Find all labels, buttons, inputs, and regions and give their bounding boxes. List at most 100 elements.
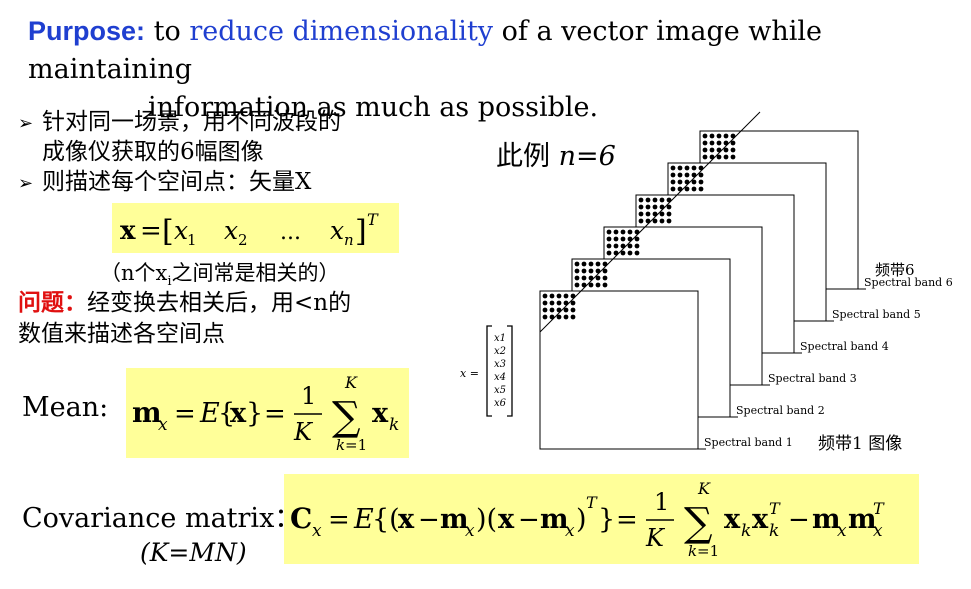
svg-text:∑: ∑: [684, 500, 713, 546]
pixel-dot: [684, 172, 690, 178]
svg-text:x: x: [873, 521, 883, 541]
svg-text:x: x: [565, 521, 575, 541]
pixel-dot: [602, 268, 608, 274]
pixel-dot: [698, 179, 704, 185]
bullet-2: ➢ 则描述每个空间点：矢量X: [18, 168, 311, 198]
pixel-dot: [677, 179, 683, 185]
pixel-dot: [613, 236, 619, 242]
svg-text:x: x: [312, 521, 322, 541]
band6-chinese-label: 频带6: [875, 261, 915, 279]
pixel-dot: [595, 282, 601, 288]
vector-bracket-left: [486, 325, 492, 417]
vector-entry: x3: [494, 359, 506, 370]
svg-text:=1: =1: [697, 542, 719, 560]
vector-bracket-right: [507, 325, 513, 417]
problem-label: 问题：: [18, 289, 87, 316]
pixel-dot: [723, 147, 729, 153]
pixel-dot: [684, 186, 690, 192]
pixel-dot: [677, 165, 683, 171]
pixel-dot: [581, 261, 587, 267]
svg-text:k: k: [389, 415, 399, 435]
arrow-bullet-icon: ➢: [18, 113, 34, 134]
pixel-dot: [627, 250, 633, 256]
pixel-dot: [652, 197, 658, 203]
pixel-dot: [627, 229, 633, 235]
svg-text:{: {: [218, 398, 235, 429]
pixel-dot: [652, 204, 658, 210]
pixel-dot: [620, 229, 626, 235]
pixel-dot: [606, 229, 612, 235]
pixel-dot: [606, 250, 612, 256]
vector-entry: x4: [494, 372, 506, 383]
pixel-dot: [645, 211, 651, 217]
svg-text:T: T: [873, 499, 885, 518]
svg-text:k: k: [741, 521, 751, 541]
svg-text:x: x: [224, 216, 238, 245]
svg-text:E: E: [199, 398, 220, 429]
pixel-dot: [627, 243, 633, 249]
vector-entry: x5: [494, 385, 506, 396]
purpose-highlight: reduce dimensionality: [189, 16, 494, 47]
pixel-dot: [677, 172, 683, 178]
svg-text:]: ]: [355, 214, 367, 249]
pixel-dot: [574, 268, 580, 274]
vector-equation: x = [ x 1 x 2 ... x n ] T: [120, 210, 379, 249]
svg-text:T: T: [367, 210, 379, 229]
svg-text:x: x: [837, 521, 847, 541]
svg-text:E: E: [353, 504, 374, 535]
svg-text:1: 1: [654, 488, 669, 516]
pixel-dot: [634, 243, 640, 249]
svg-text:=: =: [264, 399, 286, 429]
purpose-line2: information as much as possible.: [148, 92, 599, 123]
pixel-dot: [613, 229, 619, 235]
pixel-dot: [574, 261, 580, 267]
example-label: 此例 n=6: [496, 141, 616, 172]
svg-text:=: =: [616, 505, 638, 535]
pixel-dot: [563, 307, 569, 313]
pixel-dot: [588, 268, 594, 274]
pixel-dot: [606, 243, 612, 249]
pixel-dot: [613, 243, 619, 249]
pixel-dot: [556, 300, 562, 306]
svg-text:=: =: [174, 399, 196, 429]
purpose-text-before: to: [145, 16, 190, 47]
svg-text:=1: =1: [345, 436, 367, 454]
pixel-dot: [684, 165, 690, 171]
band-image-frame: [539, 290, 699, 450]
svg-text:m: m: [848, 504, 877, 535]
pixel-dot: [670, 165, 676, 171]
pixel-dot: [702, 133, 708, 139]
pixel-dot: [581, 268, 587, 274]
pixel-dot: [730, 140, 736, 146]
pixel-dot: [542, 300, 548, 306]
pixel-dot: [702, 154, 708, 160]
pixel-dot: [620, 236, 626, 242]
pixel-dot: [702, 140, 708, 146]
pixel-dot: [730, 147, 736, 153]
pixel-dot: [606, 236, 612, 242]
svg-text:x: x: [174, 216, 188, 245]
spectral-bands-diagram: Spectral band 6 Spectral band 5 Spectral b…: [460, 111, 953, 454]
svg-text:2: 2: [238, 231, 248, 249]
purpose-text-after: of a vector image while maintaining: [28, 16, 823, 85]
svg-text:−: −: [418, 505, 440, 535]
svg-text:x: x: [398, 504, 415, 535]
pixel-dot: [588, 282, 594, 288]
pixel-dot: [570, 300, 576, 306]
pixel-dot: [723, 154, 729, 160]
pixel-dot: [634, 236, 640, 242]
svg-text:x: x: [230, 398, 247, 429]
svg-text:1: 1: [301, 382, 316, 410]
pixel-dot: [595, 261, 601, 267]
band-label: Spectral band 1: [704, 436, 793, 449]
svg-text:=: =: [140, 216, 162, 246]
bullet-1: ➢ 针对同一场景，用不同波段的 成像仪获取的6幅图像: [18, 108, 341, 167]
svg-text:C: C: [290, 502, 312, 535]
pixel-dot: [702, 147, 708, 153]
svg-text:}: }: [246, 398, 263, 429]
svg-text:): ): [576, 504, 587, 535]
pixel-dot: [549, 307, 555, 313]
mean-formula: m x = E { x } = 1 K K ∑ k =1 x k: [132, 373, 399, 454]
pixel-dot: [723, 133, 729, 139]
arrow-bullet-icon: ➢: [18, 173, 34, 194]
